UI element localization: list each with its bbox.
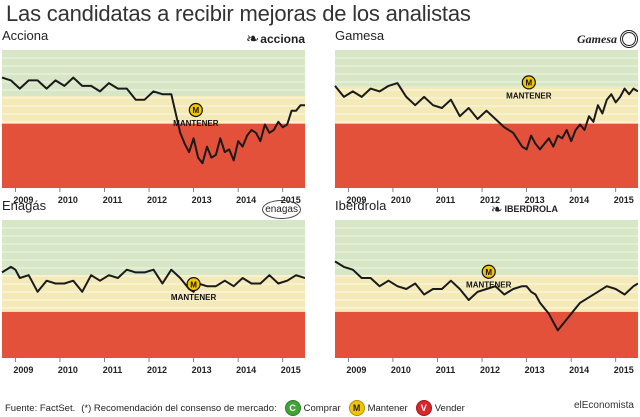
- mantener-badge-icon: [521, 75, 536, 90]
- chart-svg: 2009 2010 2011 2012 2013 2014 2015 M MANTENER: [334, 50, 638, 205]
- band-green: [2, 50, 305, 97]
- band-green: [2, 220, 305, 276]
- x-tick-label: 2010: [391, 195, 411, 205]
- legend-vender: V Vender: [415, 400, 465, 416]
- mantener-badge-icon: [188, 102, 203, 118]
- x-tick-label: 2011: [436, 195, 456, 205]
- legend-label: Comprar: [303, 402, 341, 414]
- x-tick-label: 2013: [192, 365, 212, 375]
- enagas-logo: enagas: [262, 198, 305, 220]
- x-tick-label: 2012: [480, 365, 500, 375]
- x-tick-label: 2009: [13, 365, 33, 375]
- x-tick-label: 2013: [525, 195, 545, 205]
- comprar-icon: C: [284, 400, 301, 416]
- x-tick-label: 2015: [281, 365, 301, 375]
- badge-label: MANTENER: [506, 91, 552, 100]
- x-tick-label: 2012: [147, 365, 167, 375]
- series-line: [334, 260, 638, 332]
- panel-title: Acciona: [2, 28, 49, 43]
- logo-text: IBERDROLA: [504, 204, 559, 214]
- band-red: [335, 311, 638, 358]
- x-tick-label: 2010: [58, 365, 78, 375]
- band-yellow: [2, 96, 305, 124]
- vender-icon: V: [415, 400, 432, 416]
- band-yellow: [335, 275, 638, 312]
- x-tick-label: 2015: [281, 195, 301, 205]
- chart-panel-enagas: 2009 2010 2011 2012 2013 2014 2015 M MANTENER En…: [0, 198, 305, 386]
- brand-logo: elEconomista: [573, 400, 634, 411]
- x-tick-label: 2014: [569, 365, 589, 375]
- mantener-badge-icon: [186, 277, 201, 292]
- acciona-leaf-icon: ❧: [245, 31, 260, 48]
- mantener-badge-icon: [481, 264, 496, 279]
- x-tick-label: 2011: [103, 365, 123, 375]
- x-tick-label: 2014: [236, 365, 256, 375]
- badge-letter: M: [525, 79, 532, 88]
- badge-letter: M: [485, 268, 492, 277]
- logo-text: enagas: [262, 199, 301, 219]
- x-tick-label: 2014: [236, 195, 256, 205]
- x-tick-label: 2012: [147, 195, 167, 205]
- mantener-icon: M: [348, 400, 365, 416]
- legend-mantener: M Mantener: [348, 400, 408, 416]
- logo-text: acciona: [260, 32, 305, 46]
- panel-title: Iberdrola: [335, 198, 387, 213]
- x-tick-label: 2013: [192, 195, 212, 205]
- chart-svg: 2009 2010 2011 2012 2013 2014 2015 M MANTENER: [1, 220, 305, 375]
- chart-panel-acciona: 2009 2010 2011 2012 2013 2014 2015 M MANTENER Ac…: [0, 28, 305, 216]
- panel-title: Enagás: [2, 198, 47, 213]
- x-tick-label: 2009: [346, 365, 366, 375]
- page-title: Las candidatas a recibir mejoras de los …: [6, 1, 471, 26]
- badge-label: MANTENER: [173, 119, 219, 128]
- badge-letter: M: [190, 280, 197, 289]
- legend-label: Vender: [434, 402, 465, 414]
- band-green: [335, 50, 638, 87]
- x-tick-label: 2013: [525, 365, 545, 375]
- x-tick-label: 2010: [58, 195, 78, 205]
- badge-label: MANTENER: [466, 281, 512, 290]
- x-tick-label: 2009: [13, 195, 33, 205]
- x-tick-label: 2010: [391, 365, 411, 375]
- x-tick-label: 2015: [614, 195, 634, 205]
- panel-title: Gamesa: [335, 28, 385, 43]
- chart-svg: 2009 2010 2011 2012 2013 2014 2015 M MANTENER: [334, 220, 638, 375]
- band-red: [2, 311, 305, 358]
- logo-text: Gamesa: [577, 31, 617, 46]
- iberdrola-logo: ❧ IBERDROLA: [491, 198, 558, 220]
- x-tick-label: 2011: [436, 365, 456, 375]
- legend-comprar: C Comprar: [284, 400, 341, 416]
- chart-svg: 2009 2010 2011 2012 2013 2014 2015 M MANTENER: [1, 50, 305, 205]
- band-yellow: [2, 275, 305, 312]
- badge-label: MANTENER: [171, 293, 217, 302]
- iberdrola-leaves-icon: ❧: [490, 200, 503, 217]
- acciona-logo: ❧ acciona: [246, 28, 305, 50]
- footer: Fuente: FactSet. (*) Recomendación del c…: [5, 400, 465, 416]
- legend-label: Mantener: [367, 402, 408, 414]
- x-tick-label: 2011: [103, 195, 123, 205]
- series-line: [1, 265, 305, 293]
- band-red: [2, 123, 305, 188]
- badge-letter: M: [192, 106, 199, 115]
- chart-panel-iberdrola: 2009 2010 2011 2012 2013 2014 2015 M MANTENER Ib…: [333, 198, 638, 386]
- x-tick-label: 2012: [480, 195, 500, 205]
- gamesa-spiral-icon: [620, 30, 638, 48]
- series-line: [1, 76, 305, 165]
- chart-panel-gamesa: 2009 2010 2011 2012 2013 2014 2015 M MANTENER Ga…: [333, 28, 638, 216]
- footnote-text: (*) Recomendación del consenso de mercad…: [81, 402, 277, 414]
- source-text: Fuente: FactSet.: [5, 402, 76, 414]
- x-tick-label: 2009: [346, 195, 366, 205]
- x-tick-label: 2014: [569, 195, 589, 205]
- series-line: [334, 82, 638, 151]
- gamesa-logo: Gamesa: [577, 28, 638, 50]
- band-red: [335, 123, 638, 188]
- x-tick-label: 2015: [614, 365, 634, 375]
- band-yellow: [335, 86, 638, 124]
